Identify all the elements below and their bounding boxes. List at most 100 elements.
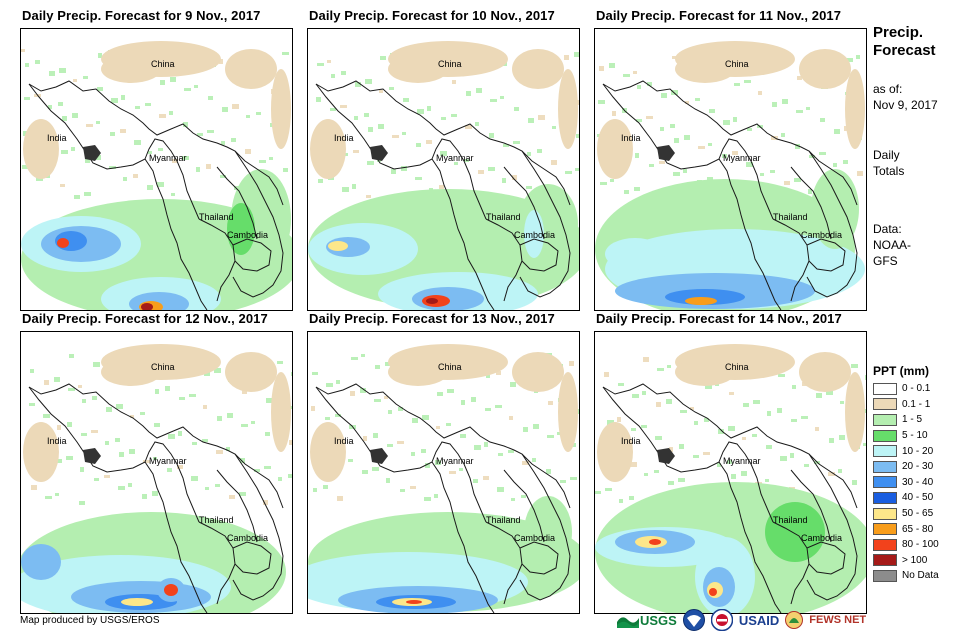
- usgs-wave-icon: [617, 617, 639, 628]
- rain-area: [310, 119, 346, 179]
- country-border: [602, 83, 782, 310]
- usgs-logo: USGS: [617, 612, 677, 628]
- country-border: [315, 80, 571, 206]
- country-border: [28, 83, 208, 310]
- place-label-myanmar: Myanmar: [149, 456, 187, 466]
- legend-swatch: [873, 538, 897, 551]
- rain-area: [426, 298, 438, 304]
- sidebar-totals-line1: Daily: [873, 148, 900, 162]
- rain-area: [605, 238, 665, 270]
- map-frame: China India Myanmar Thailand Cambodia: [307, 331, 580, 614]
- legend-item: 0 - 0.1: [873, 381, 965, 397]
- map-frame: China India Myanmar Thailand Cambodia: [20, 28, 293, 311]
- country-border: [485, 521, 523, 605]
- place-label-myanmar: Myanmar: [149, 153, 187, 163]
- legend-item: 80 - 100: [873, 537, 965, 553]
- country-border: [806, 238, 846, 272]
- place-label-thailand: Thailand: [199, 212, 234, 222]
- country-border: [431, 441, 487, 523]
- rain-area: [649, 539, 661, 545]
- place-label-myanmar: Myanmar: [723, 153, 761, 163]
- legend-swatch: [873, 382, 897, 395]
- place-label-cambodia: Cambodia: [801, 533, 842, 543]
- legend-label: 65 - 80: [902, 523, 934, 535]
- rain-area: [675, 358, 735, 386]
- country-border: [144, 138, 200, 220]
- legend-item: 20 - 30: [873, 459, 965, 475]
- rain-area: [23, 422, 59, 482]
- sidebar-title-line2: Forecast: [873, 42, 936, 59]
- country-border: [602, 386, 782, 613]
- legend-label: 1 - 5: [902, 414, 923, 426]
- rain-area: [811, 169, 859, 249]
- place-label-thailand: Thailand: [486, 515, 521, 525]
- legend-item: 5 - 10: [873, 428, 965, 444]
- place-label-thailand: Thailand: [199, 515, 234, 525]
- place-label-cambodia: Cambodia: [227, 230, 268, 240]
- panel-title: Daily Precip. Forecast for 9 Nov., 2017: [22, 8, 261, 23]
- legend-label: 30 - 40: [902, 476, 934, 488]
- country-border: [28, 386, 208, 613]
- country-border: [772, 218, 810, 302]
- place-label-china: China: [725, 59, 749, 69]
- legend-label: 0.1 - 1: [902, 398, 931, 410]
- country-border: [232, 238, 272, 272]
- place-label-india: India: [47, 436, 67, 446]
- place-label-india: India: [334, 133, 354, 143]
- sidebar-info: Precip. Forecast as of: Nov 9, 2017 Dail…: [873, 24, 963, 269]
- rain-area: [845, 69, 865, 149]
- country-border: [232, 541, 272, 575]
- legend-label: 0 - 0.1: [902, 383, 931, 395]
- coastline-mark: [83, 145, 101, 161]
- legend-swatch: [873, 413, 897, 426]
- country-border: [806, 541, 846, 575]
- legend-swatch: [873, 476, 897, 489]
- country-border: [790, 469, 832, 543]
- panel-title: Daily Precip. Forecast for 14 Nov., 2017: [596, 311, 842, 326]
- rain-area: [675, 55, 735, 83]
- legend-item: 1 - 5: [873, 412, 965, 428]
- place-label-india: India: [47, 133, 67, 143]
- country-border: [28, 383, 284, 509]
- legend-item: No Data: [873, 568, 965, 584]
- country-border: [602, 80, 858, 206]
- rain-area: [558, 372, 578, 452]
- legend-label: 40 - 50: [902, 492, 934, 504]
- sidebar-asof-line1: as of:: [873, 82, 903, 96]
- country-border: [519, 150, 571, 298]
- coastline-mark: [657, 145, 675, 161]
- legend-item: 0.1 - 1: [873, 397, 965, 413]
- panel-title: Daily Precip. Forecast for 10 Nov., 2017: [309, 8, 555, 23]
- rain-area: [799, 49, 851, 89]
- rain-area: [597, 119, 633, 179]
- country-border: [806, 150, 858, 298]
- legend-title: PPT (mm): [873, 364, 930, 378]
- rain-area: [558, 69, 578, 149]
- legend-label: 10 - 20: [902, 445, 934, 457]
- country-border: [232, 150, 284, 298]
- country-border: [772, 521, 810, 605]
- country-border: [315, 383, 571, 509]
- place-label-india: India: [621, 133, 641, 143]
- sidebar-data-line1: Data:: [873, 222, 902, 236]
- country-border: [315, 83, 495, 310]
- country-border: [431, 138, 487, 220]
- legend-item: 50 - 65: [873, 506, 965, 522]
- rain-area: [685, 297, 717, 305]
- rain-area: [524, 210, 544, 258]
- legend-item: 40 - 50: [873, 490, 965, 506]
- rain-area: [23, 119, 59, 179]
- legend-label: > 100: [902, 554, 928, 566]
- precip-map: China India Myanmar Thailand Cambodia: [21, 332, 292, 613]
- coastline-mark: [657, 448, 675, 464]
- rain-area: [141, 303, 153, 310]
- legend-swatch: [873, 491, 897, 504]
- sidebar-asof-line2: Nov 9, 2017: [873, 98, 938, 112]
- credit-text: Map produced by USGS/EROS: [20, 615, 160, 626]
- place-label-myanmar: Myanmar: [723, 456, 761, 466]
- place-label-india: India: [621, 436, 641, 446]
- rain-area: [21, 544, 61, 580]
- place-label-china: China: [725, 362, 749, 372]
- coastline-mark: [370, 448, 388, 464]
- logo-strip: USGS USAID FEWS NET: [617, 605, 866, 635]
